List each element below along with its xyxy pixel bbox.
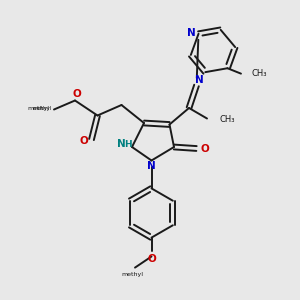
Text: CH₃: CH₃ [219, 116, 235, 124]
Text: O: O [147, 254, 156, 265]
Text: methyl: methyl [121, 272, 143, 277]
Text: N: N [194, 75, 203, 85]
Text: methyl: methyl [32, 106, 52, 110]
Text: N: N [117, 139, 126, 149]
Text: CH₃: CH₃ [251, 69, 267, 78]
Text: N: N [187, 28, 195, 38]
Text: H: H [124, 140, 132, 148]
Text: N: N [147, 161, 156, 171]
Text: O: O [200, 143, 209, 154]
Text: methyl: methyl [28, 106, 50, 110]
Text: O: O [80, 136, 88, 146]
Text: O: O [72, 89, 81, 99]
